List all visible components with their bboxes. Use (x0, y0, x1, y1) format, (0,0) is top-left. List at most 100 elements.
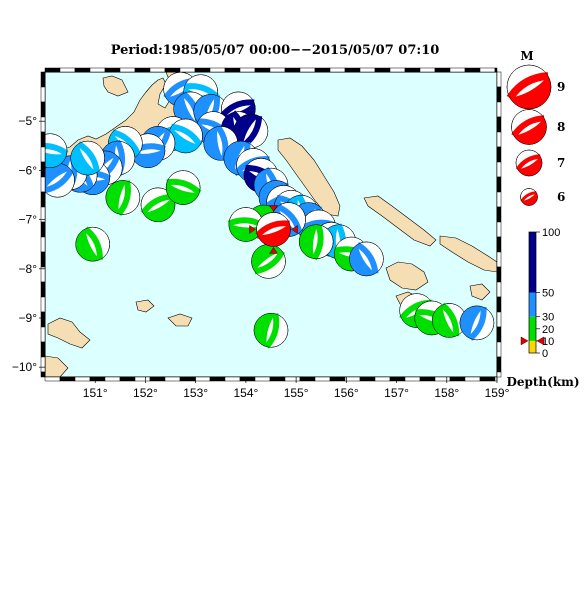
frame-segment (344, 376, 361, 382)
frame-segment (449, 67, 466, 73)
frame-segment (40, 101, 46, 118)
frame-segment (496, 296, 502, 313)
magnitude-legend-label: 6 (557, 190, 565, 204)
frame-segment (496, 236, 502, 253)
depth-tick-label: 30 (542, 312, 554, 324)
frame-segment (496, 191, 502, 208)
frame-segment (40, 356, 46, 373)
bougainville-island (277, 137, 341, 217)
lon-tick-label: 153° (183, 386, 208, 400)
d-entrecasteaux-islands (47, 317, 91, 349)
lon-tick-label: 155° (284, 386, 309, 400)
frame-segment (40, 326, 46, 343)
depth-color-band (529, 340, 536, 353)
frame-segment (44, 67, 61, 73)
frame-segment (89, 67, 106, 73)
frame-segment (496, 341, 502, 358)
frame-segment (59, 67, 76, 73)
frame-segment (404, 376, 421, 382)
depth-color-band (529, 232, 536, 293)
frame-segment (496, 281, 502, 298)
frame-segment (496, 356, 502, 373)
frame-segment (254, 376, 271, 382)
frame-border (40, 67, 502, 382)
magnitude-legend-label: 7 (557, 156, 565, 170)
frame-segment (496, 266, 502, 283)
depth-legend-title: Depth(km) (506, 375, 579, 389)
frame-segment (40, 191, 46, 208)
frame-segment (74, 376, 91, 382)
magnitude-legend: 9 8 7 6 (506, 64, 565, 206)
depth-tick-label: 10 (542, 336, 554, 348)
frame-segment (40, 251, 46, 268)
mainshock-marker-right (291, 225, 298, 234)
frame-segment (149, 376, 166, 382)
frame-segment (329, 67, 346, 73)
event-beachball (459, 305, 495, 341)
frame-segment (329, 376, 346, 382)
frame-segment (40, 86, 46, 103)
frame-segment (389, 67, 406, 73)
mainshock-marker-left (249, 225, 256, 234)
lat-tick-label: −7° (19, 213, 38, 227)
longitude-labels: 151° 152° 153° 154° 155° 156° 157° 158° 159° (83, 377, 510, 400)
frame-segment (119, 67, 136, 73)
lon-tick-label: 158° (434, 386, 459, 400)
frame-segment (40, 131, 46, 148)
frame-segment (419, 376, 436, 382)
woodlark-island (167, 313, 193, 327)
lat-tick-label: −9° (19, 311, 38, 325)
frame-segment (269, 67, 286, 73)
depth-tick-label: 0 (542, 348, 548, 360)
event-beachball (168, 118, 203, 154)
russell-islands (469, 283, 491, 301)
event-beachball (70, 140, 105, 176)
frame-segment (40, 371, 46, 378)
frame-segment (496, 161, 502, 178)
event-beachball (432, 302, 467, 338)
frame-segment (209, 376, 226, 382)
new-britain-north-coast (102, 75, 129, 97)
depth-color-band (529, 292, 536, 317)
frame-segment (344, 67, 361, 73)
event-beachball (251, 244, 286, 279)
lon-tick-label: 151° (83, 386, 108, 400)
frame-segment (74, 67, 91, 73)
latitude-labels: −5° −6° −7° −8° −9° −10° (12, 114, 45, 374)
frame-segment (40, 71, 46, 88)
magnitude-legend-label: 8 (557, 120, 565, 134)
depth-marker-left (520, 336, 529, 346)
event-beachball (105, 180, 141, 216)
magnitude-legend-label: 9 (557, 80, 565, 94)
frame-segment (119, 376, 136, 382)
frame-segment (479, 376, 496, 382)
event-beachball (45, 162, 75, 198)
focal-mechanisms (45, 72, 495, 349)
frame-segment (40, 266, 46, 283)
trobriand-islands (135, 299, 155, 313)
lon-tick-label: 154° (233, 386, 258, 400)
frame-segment (269, 376, 286, 382)
frame-segment (224, 376, 241, 382)
frame-segment (254, 67, 271, 73)
frame-segment (464, 376, 481, 382)
depth-tick-label: 100 (542, 227, 560, 239)
frame-segment (496, 146, 502, 163)
event-beachball (298, 223, 334, 261)
frame-segment (239, 376, 256, 382)
frame-segment (40, 221, 46, 238)
frame-segment (40, 161, 46, 178)
frame-segment (224, 67, 241, 73)
frame-segment (299, 376, 316, 382)
frame-segment (89, 376, 106, 382)
lon-tick-label: 159° (485, 386, 510, 400)
frame-segment (419, 67, 436, 73)
frame-segment (299, 67, 316, 73)
magnitude-legend-ball (511, 109, 547, 145)
frame-segment (59, 376, 76, 382)
frame-segment (496, 71, 502, 88)
magnitude-legend-title: M (520, 49, 533, 63)
frame-segment (40, 296, 46, 313)
frame-segment (374, 376, 391, 382)
mainshock-beachball (255, 212, 291, 247)
